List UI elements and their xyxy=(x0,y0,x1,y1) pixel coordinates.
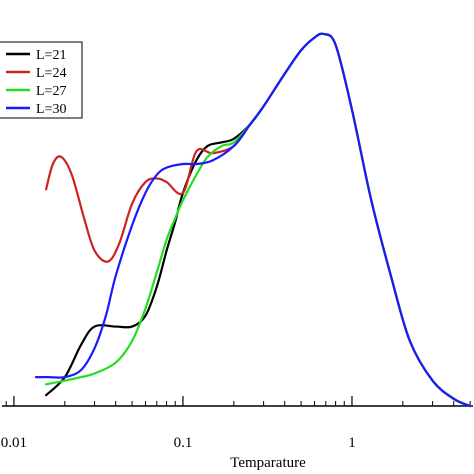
series-line-l-24 xyxy=(45,32,472,408)
series-line-l-30 xyxy=(34,32,472,408)
x-tick-label: 0.1 xyxy=(174,435,193,451)
series-line-l-21 xyxy=(45,32,472,408)
axes: 0.01 0.1 1 xyxy=(1,396,473,451)
x-tick-label: 1 xyxy=(348,435,356,451)
legend-label: L=30 xyxy=(36,102,66,117)
x-tick-label: 0.01 xyxy=(1,435,27,451)
x-axis-label: Temparature xyxy=(230,455,306,471)
legend-label: L=21 xyxy=(36,48,66,63)
legend-label: L=27 xyxy=(36,84,66,99)
legend: L=21 L=24 L=27 L=30 xyxy=(0,41,83,119)
series-lines xyxy=(34,32,472,408)
legend-label: L=24 xyxy=(36,66,66,81)
series-line-l-27 xyxy=(45,32,472,408)
